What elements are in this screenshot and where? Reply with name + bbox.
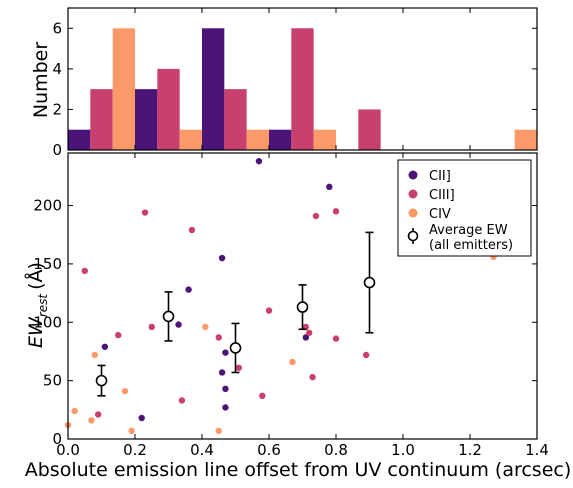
scatter-x-tick-label-3: 0.6 — [257, 441, 281, 459]
point-cii-5 — [222, 349, 229, 356]
scatter-y-tick-label-2: 100 — [33, 313, 62, 331]
legend-box — [397, 159, 532, 257]
point-civ-8 — [289, 358, 296, 366]
point-ciii-10 — [265, 307, 273, 314]
point-cii-3 — [185, 286, 192, 293]
scatter-x-axis-label: Absolute emission line offset from UV co… — [25, 459, 572, 481]
point-cii-6 — [222, 385, 229, 393]
point-civ-6 — [202, 323, 209, 331]
legend-avg-label-line2: (all emitters) — [429, 238, 513, 253]
point-cii-9 — [255, 157, 263, 165]
point-civ-1 — [71, 407, 78, 415]
hist-y-tick-label-2: 4 — [52, 60, 62, 78]
bar-civ-bin-1 — [179, 129, 202, 150]
bar-cii-bin-3 — [269, 129, 292, 150]
scatter-x-tick-label-6: 1.2 — [458, 441, 482, 459]
hist-y-tick-label-1: 2 — [52, 100, 62, 118]
point-ciii-6 — [188, 226, 196, 234]
bar-ciii-bin-3 — [291, 28, 314, 151]
bar-civ-bin-3 — [313, 129, 336, 150]
legend-marker-0 — [408, 170, 418, 180]
bar-civ-bin-2 — [246, 129, 269, 150]
scatter-frame — [67, 152, 538, 440]
scatter-y-tick-label-1: 50 — [43, 372, 62, 390]
point-ciii-9 — [259, 392, 266, 400]
avg-marker-1 — [162, 310, 175, 323]
point-ciii-14 — [312, 212, 320, 220]
point-cii-0 — [101, 343, 109, 350]
point-cii-4 — [218, 254, 226, 262]
point-civ-3 — [91, 351, 99, 359]
y-label-sub: rest — [36, 293, 50, 318]
legend-avg-label: Average EW — [429, 223, 508, 238]
point-civ-5 — [128, 427, 135, 435]
bar-ciii-bin-2 — [224, 89, 247, 150]
avg-marker-2 — [229, 342, 242, 354]
histogram-y-axis-label: Number — [30, 42, 52, 119]
point-ciii-2 — [115, 331, 122, 339]
bar-ciii-bin-4 — [358, 109, 381, 150]
point-ciii-12 — [306, 329, 313, 336]
scatter-x-tick-label-0: 0.0 — [56, 441, 80, 459]
point-ciii-8 — [235, 364, 243, 371]
scatter-x-tick-label-5: 1.0 — [391, 441, 415, 459]
point-ciii-13 — [309, 373, 316, 381]
point-ciii-4 — [148, 323, 155, 331]
avg-marker-0 — [95, 374, 108, 387]
histogram-panel: 0 2 4 6 — [52, 7, 538, 159]
scatter-y-axis-label: EWrest (Å) — [24, 262, 50, 348]
point-ciii-5 — [178, 397, 186, 404]
point-ciii-17 — [362, 351, 370, 359]
scatter-x-tick-label-1: 0.2 — [123, 441, 147, 459]
bar-cii-bin-0 — [68, 129, 91, 150]
point-civ-4 — [121, 387, 129, 395]
y-label-main: EW — [25, 316, 47, 348]
point-ciii-15 — [332, 208, 340, 215]
point-ciii-7 — [215, 334, 222, 341]
point-ciii-3 — [141, 209, 149, 216]
scatter-x-tick-label-2: 0.4 — [190, 441, 214, 459]
bar-cii-bin-2 — [202, 28, 225, 151]
avg-marker-3 — [296, 301, 309, 313]
avg-marker-4 — [363, 276, 376, 289]
point-cii-11 — [302, 334, 310, 341]
bar-ciii-bin-1 — [157, 68, 180, 150]
point-civ-2 — [88, 417, 95, 424]
scatter-panel: 0 50 100 150 200 0.0 0.2 0.4 0.6 0.8 1.0 1.2 1.4 CII]… — [33, 152, 549, 459]
scatter-y-tick-label-0: 0 — [52, 430, 62, 448]
histogram-frame — [67, 7, 538, 151]
bar-civ-bin-6 — [514, 129, 537, 150]
y-label-unit: (Å) — [24, 262, 47, 290]
bar-ciii-bin-0 — [90, 89, 113, 150]
legend-avg-marker — [407, 230, 419, 242]
bar-cii-bin-1 — [135, 89, 158, 150]
point-cii-8 — [218, 369, 226, 376]
legend-label-2: CIV — [429, 207, 451, 222]
legend-label-0: CII] — [429, 169, 451, 184]
point-cii-2 — [175, 321, 182, 328]
legend-marker-1 — [408, 189, 418, 199]
point-cii-1 — [138, 414, 145, 422]
legend-label-1: CIII] — [429, 188, 455, 203]
point-ciii-16 — [332, 335, 340, 342]
point-cii-7 — [222, 404, 229, 411]
scatter-y-tick-label-3: 150 — [33, 255, 62, 273]
scatter-y-tick-label-4: 200 — [33, 197, 62, 215]
hist-y-tick-label-0: 0 — [52, 141, 62, 159]
legend-marker-2 — [408, 208, 418, 218]
point-ciii-1 — [94, 411, 102, 418]
bar-civ-bin-0 — [112, 28, 135, 151]
point-civ-7 — [215, 427, 222, 435]
scatter-x-tick-label-7: 1.4 — [525, 441, 549, 459]
scatter-x-tick-label-4: 0.8 — [324, 441, 348, 459]
hist-y-tick-label-3: 6 — [52, 19, 62, 37]
point-cii-10 — [326, 183, 333, 191]
point-ciii-0 — [81, 267, 88, 275]
